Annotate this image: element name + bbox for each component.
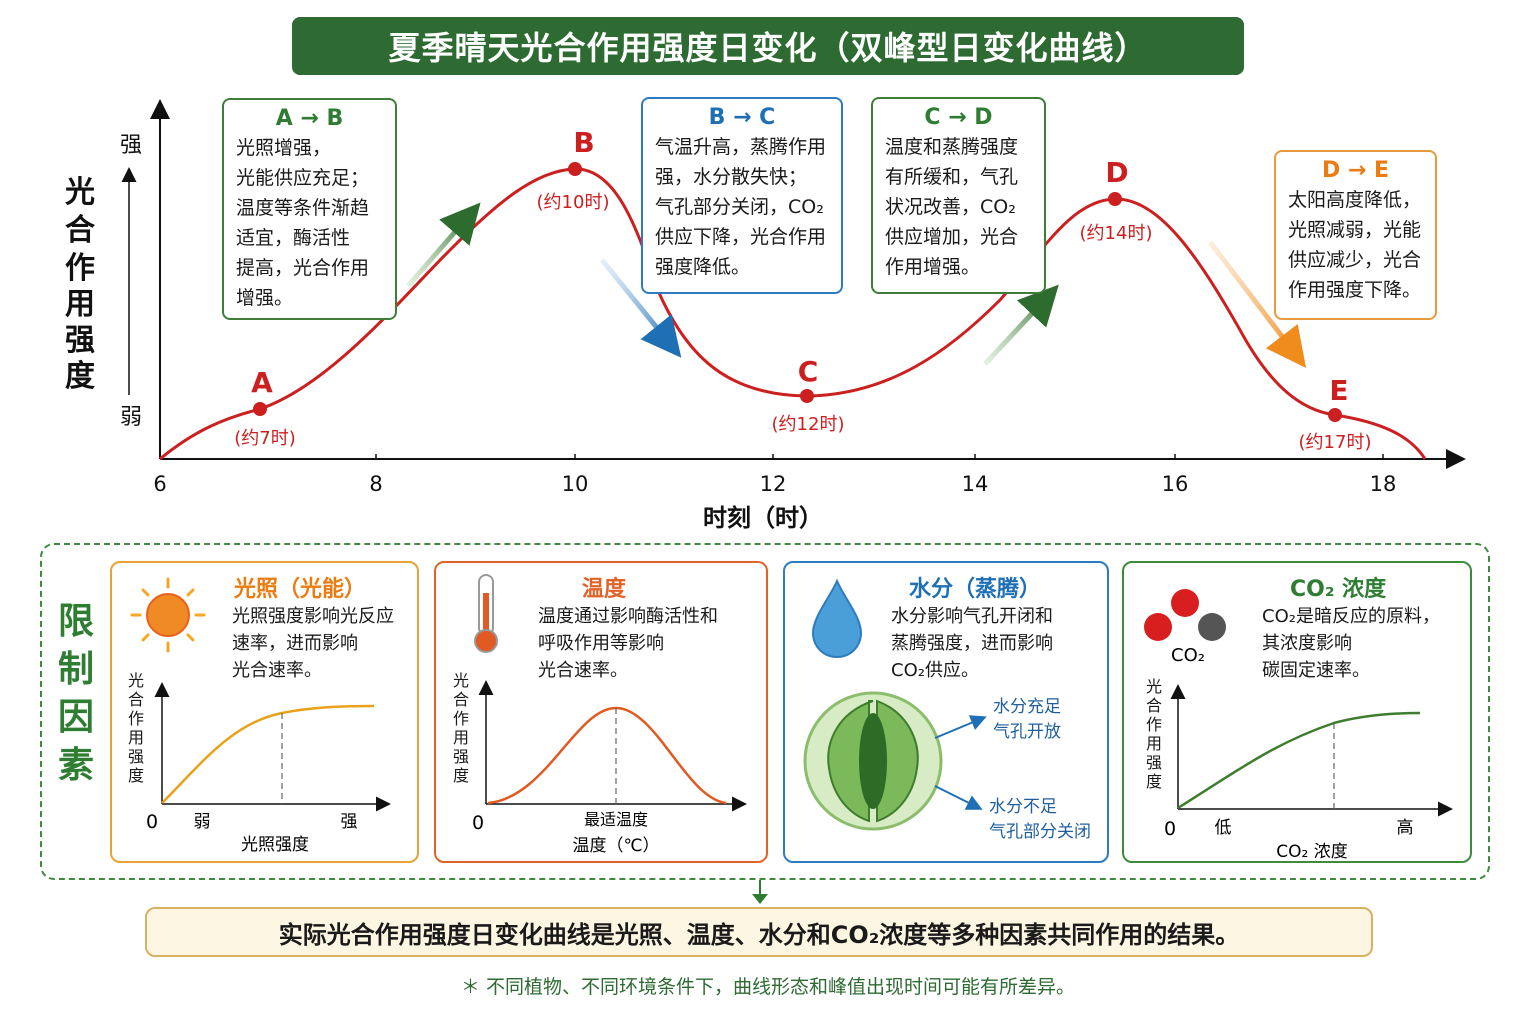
de-heading: D → E [1321, 158, 1390, 183]
co2-x-label: CO₂ 浓度 [1276, 842, 1347, 862]
y-weak-label: 弱 [120, 405, 142, 430]
point-e-time: (约17时) [1299, 432, 1372, 453]
water-open-line2: 气孔开放 [993, 722, 1061, 742]
point-d-time: (约14时) [1080, 223, 1153, 244]
water-close-line2: 气孔部分关闭 [989, 822, 1091, 842]
point-c-letter: C [798, 355, 819, 388]
cd-heading: C → D [924, 105, 993, 130]
de-explanation-box: D → E 太阳高度降低， 光照减弱，光能 供应减少，光合 作用强度下降。 [1274, 150, 1437, 320]
arrow-rise-1 [406, 202, 481, 288]
cd-text: 温度和蒸腾强度 有所缓和，气孔 状况改善，CO₂ 供应增加，光合 作用增强。 [885, 136, 1019, 278]
limiting-factors-title: 限制因素 [57, 601, 94, 786]
x-tick-label: 18 [1370, 472, 1397, 496]
sun-icon [130, 577, 206, 653]
ab-explanation-box: A → B 光照增强， 光能供应充足； 温度等条件渐趋 适宜，酶活性 提高，光合… [222, 98, 397, 320]
arrow-fall-1 [600, 258, 682, 358]
temperature-text: 温度通过影响酶活性和 呼吸作用等影响 光合速率。 [538, 606, 718, 681]
co2-factor-panel: CO₂ 浓度 CO₂是暗反应的原料， 其浓度影响 碳固定速率。 CO₂ 0 低 … [1122, 561, 1472, 863]
co2-molecule-icon [1144, 589, 1226, 641]
x-tick-label: 10 [562, 472, 589, 496]
point-d [1108, 192, 1122, 206]
arrow-rise-2 [983, 284, 1059, 366]
temperature-heading: 温度 [582, 577, 627, 602]
temperature-graph: 0 最适温度 温度（℃） [472, 574, 747, 856]
x-tick-label: 12 [760, 472, 787, 496]
light-heading: 光照（光能） [234, 577, 367, 602]
co2-heading: CO₂ 浓度 [1290, 577, 1387, 602]
y-label-char: 光 [65, 175, 95, 210]
water-factor-panel: 水分（蒸腾） 水分影响气孔开闭和 蒸腾强度，进而影响 CO₂供应。 水分充足 气… [783, 561, 1109, 863]
point-a [253, 402, 267, 416]
x-tick-label: 16 [1162, 472, 1189, 496]
light-x-label: 光照强度 [241, 835, 309, 855]
de-text: 太阳高度降低， 光照减弱，光能 供应减少，光合 作用强度下降。 [1288, 189, 1422, 301]
limiting-factors-frame [40, 543, 1490, 880]
ab-text: 光照增强， 光能供应充足； 温度等条件渐趋 适宜，酶活性 提高，光合作用 增强。 [236, 137, 370, 309]
y-label-char: 作 [65, 251, 95, 286]
light-x-high: 强 [341, 812, 358, 832]
light-text: 光照强度影响光反应 速率，进而影响 光合速率。 [232, 606, 394, 681]
point-c-time: (约12时) [772, 414, 845, 435]
point-d-letter: D [1105, 156, 1128, 189]
point-c [800, 389, 814, 403]
point-b [568, 162, 582, 176]
y-label-char: 强 [65, 323, 95, 358]
y-label-char: 合 [65, 213, 95, 248]
page-title: 夏季晴天光合作用强度日变化（双峰型日变化曲线） [388, 29, 1148, 67]
co2-molecule-label: CO₂ [1171, 645, 1205, 666]
x-tick-label: 14 [962, 472, 989, 496]
water-open-line1: 水分充足 [993, 697, 1061, 717]
co2-x-low: 低 [1215, 818, 1232, 838]
temperature-zero: 0 [472, 812, 484, 834]
light-zero: 0 [146, 811, 158, 833]
water-close-line1: 水分不足 [989, 797, 1057, 817]
x-tick-label: 6 [153, 472, 166, 496]
co2-y-label: 光合作用强度 [1146, 677, 1163, 791]
bc-text: 气温升高，蒸腾作用 强，水分散失快； 气孔部分关闭，CO₂ 供应下降，光合作用 … [655, 136, 827, 278]
water-drop-icon [811, 578, 863, 659]
co2-x-high: 高 [1397, 818, 1414, 838]
daily-curve-chart: 强 弱 光 合 作 用 强 度 6 8 10 12 14 16 18 时刻（时）… [65, 99, 1466, 532]
co2-zero: 0 [1164, 818, 1176, 840]
cd-explanation-box: C → D 温度和蒸腾强度 有所缓和，气孔 状况改善，CO₂ 供应增加，光合 作… [871, 97, 1046, 294]
x-axis-title: 时刻（时） [703, 504, 823, 532]
bc-explanation-box: B → C 气温升高，蒸腾作用 强，水分散失快； 气孔部分关闭，CO₂ 供应下降… [641, 97, 843, 294]
stoma-illustration [803, 691, 943, 831]
bc-heading: B → C [708, 105, 776, 130]
title-banner: 夏季晴天光合作用强度日变化（双峰型日变化曲线） [292, 17, 1244, 75]
summary-box: 实际光合作用强度日变化曲线是光照、温度、水分和CO₂浓度等多种因素共同作用的结果… [145, 907, 1373, 957]
co2-text: CO₂是暗反应的原料， 其浓度影响 碳固定速率。 [1262, 606, 1440, 681]
temperature-factor-panel: 温度 温度通过影响酶活性和 呼吸作用等影响 光合速率。 0 最适温度 温度（℃）… [434, 561, 768, 863]
x-tick-label: 8 [369, 472, 382, 496]
point-e [1328, 408, 1342, 422]
temperature-y-label: 光合作用强度 [453, 671, 470, 785]
point-b-letter: B [573, 126, 594, 159]
y-label-char: 用 [65, 287, 95, 322]
water-heading: 水分（蒸腾） [909, 577, 1042, 602]
light-y-label: 光合作用强度 [128, 671, 145, 785]
temperature-x-label: 温度（℃） [572, 836, 659, 856]
ab-heading: A → B [275, 106, 344, 131]
point-a-time: (约7时) [234, 428, 296, 449]
water-graph: 水分充足 气孔开放 水分不足 气孔部分关闭 [803, 578, 1091, 842]
light-graph: 0 弱 强 光照强度 [130, 577, 391, 855]
footnote: ＊ 不同植物、不同环境条件下，曲线形态和峰值出现时间可能有所差异。 [460, 976, 1076, 998]
point-a-letter: A [251, 366, 273, 399]
summary-text: 实际光合作用强度日变化曲线是光照、温度、水分和CO₂浓度等多种因素共同作用的结果… [278, 920, 1240, 949]
y-label-char: 度 [65, 359, 95, 394]
point-b-time: (约10时) [537, 192, 610, 213]
light-x-low: 弱 [194, 812, 211, 832]
y-strong-label: 强 [120, 133, 142, 158]
water-text: 水分影响气孔开闭和 蒸腾强度，进而影响 CO₂供应。 [891, 606, 1053, 681]
point-e-letter: E [1329, 374, 1348, 407]
thermometer-icon [474, 574, 498, 653]
light-factor-panel: 光照（光能） 光照强度影响光反应 速率，进而影响 光合速率。 0 弱 强 光照强… [110, 561, 419, 863]
arrow-fall-2 [1208, 240, 1307, 368]
co2-graph: CO₂ 0 低 高 CO₂ 浓度 [1144, 589, 1453, 862]
temperature-optimum: 最适温度 [584, 810, 648, 829]
